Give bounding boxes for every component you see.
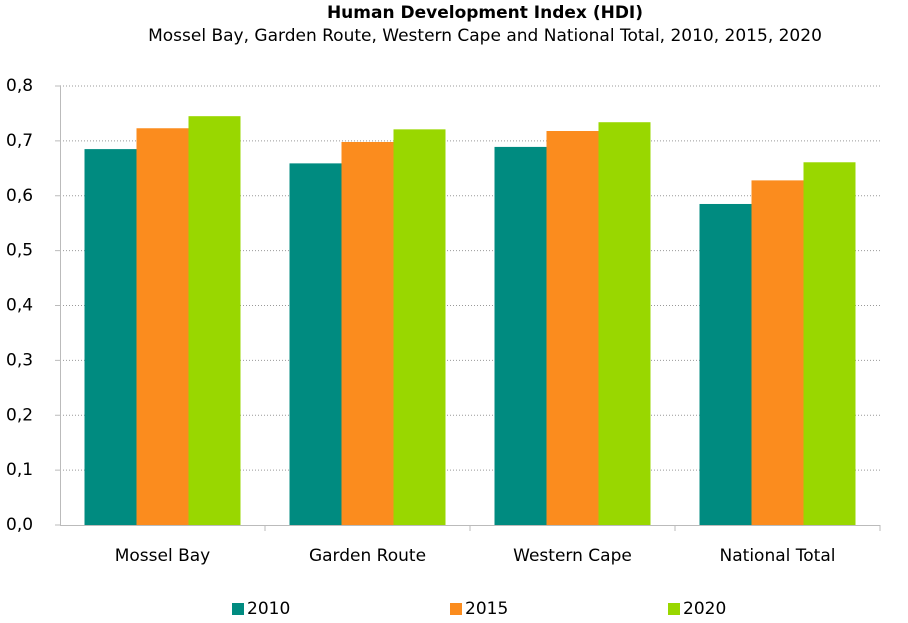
- legend-label: 2020: [683, 599, 726, 619]
- bar: [289, 163, 342, 525]
- legend-label: 2010: [247, 599, 290, 619]
- bar: [699, 203, 752, 525]
- bar: [598, 122, 651, 525]
- legend-swatch: [450, 603, 462, 615]
- bar: [84, 149, 137, 525]
- x-tick-label: Garden Route: [309, 546, 426, 566]
- bar: [494, 146, 547, 525]
- legend-label: 2015: [465, 599, 508, 619]
- y-tick-label: 0,4: [6, 296, 33, 316]
- bar: [803, 162, 856, 525]
- bar: [136, 128, 189, 525]
- chart-subtitle: Mossel Bay, Garden Route, Western Cape a…: [148, 26, 822, 46]
- y-tick-label: 0,2: [6, 405, 33, 425]
- y-tick-label: 0,5: [6, 241, 33, 261]
- y-tick-label: 0,3: [6, 350, 33, 370]
- bar: [546, 130, 599, 525]
- bar: [341, 141, 394, 525]
- y-tick-label: 0,6: [6, 186, 33, 206]
- x-tick-label: Western Cape: [513, 546, 632, 566]
- chart-header: Human Development Index (HDI) Mossel Bay…: [70, 2, 900, 48]
- x-tick-label: National Total: [720, 546, 836, 566]
- bar: [188, 116, 241, 526]
- y-tick-label: 0,1: [6, 460, 33, 480]
- x-tick-label: Mossel Bay: [115, 546, 211, 566]
- chart-title: Human Development Index (HDI): [326, 3, 644, 23]
- legend-swatch: [668, 603, 680, 615]
- legend-swatch: [232, 603, 244, 615]
- y-tick-label: 0,8: [6, 76, 33, 96]
- bar: [751, 180, 804, 525]
- y-tick-label: 0,0: [6, 515, 33, 535]
- y-tick-label: 0,7: [6, 131, 33, 151]
- bar: [393, 129, 446, 525]
